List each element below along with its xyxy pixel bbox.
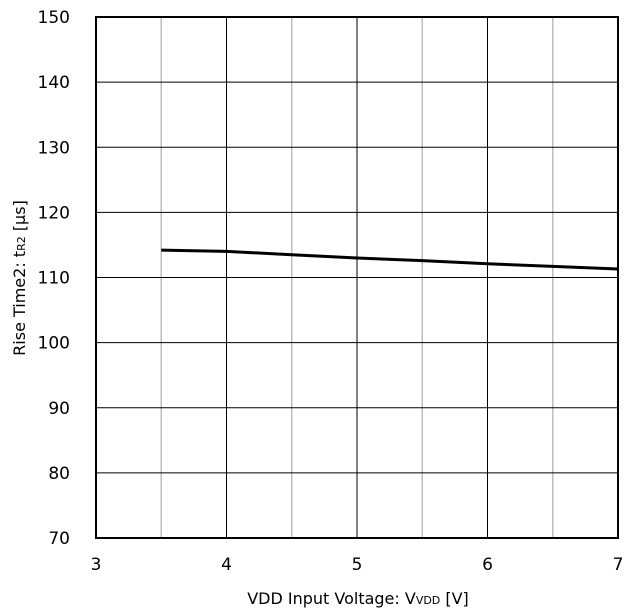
y-tick-label: 90	[48, 399, 70, 419]
x-axis-label-sub: VDD	[416, 594, 440, 607]
x-axis-label: VDD Input Voltage: VVDD [V]	[247, 589, 469, 608]
x-tick-labels: 3 4 5 6 7	[91, 555, 624, 575]
y-axis-label-sub: R2	[15, 236, 28, 251]
y-tick-label: 140	[38, 73, 70, 93]
x-tick-label: 3	[91, 555, 102, 575]
y-tick-label: 150	[38, 8, 70, 28]
series-layer	[161, 248, 619, 271]
y-tick-label: 120	[38, 203, 70, 223]
y-axis-label-main: Rise Time2: t	[10, 251, 29, 356]
y-tick-label: 110	[38, 269, 70, 289]
y-tick-label: 130	[38, 138, 70, 158]
y-tick-label: 80	[48, 464, 70, 484]
x-axis-label-unit: [V]	[440, 589, 469, 608]
y-tick-label: 100	[38, 334, 70, 354]
x-tick-label: 7	[613, 555, 624, 575]
y-axis-label: Rise Time2: tR2 [µs]	[10, 200, 29, 356]
series-line-0	[161, 248, 619, 271]
major-gridlines	[95, 16, 619, 539]
y-tick-label: 70	[48, 529, 70, 549]
y-axis-label-unit: [µs]	[10, 200, 29, 236]
x-tick-label: 4	[221, 555, 232, 575]
plot-frame	[95, 16, 619, 539]
x-tick-label: 5	[352, 555, 363, 575]
x-axis-label-main: VDD Input Voltage: V	[247, 589, 416, 608]
y-tick-labels: 70 80 90 100 110 120 130 140 150	[38, 8, 70, 549]
x-tick-label: 6	[482, 555, 493, 575]
